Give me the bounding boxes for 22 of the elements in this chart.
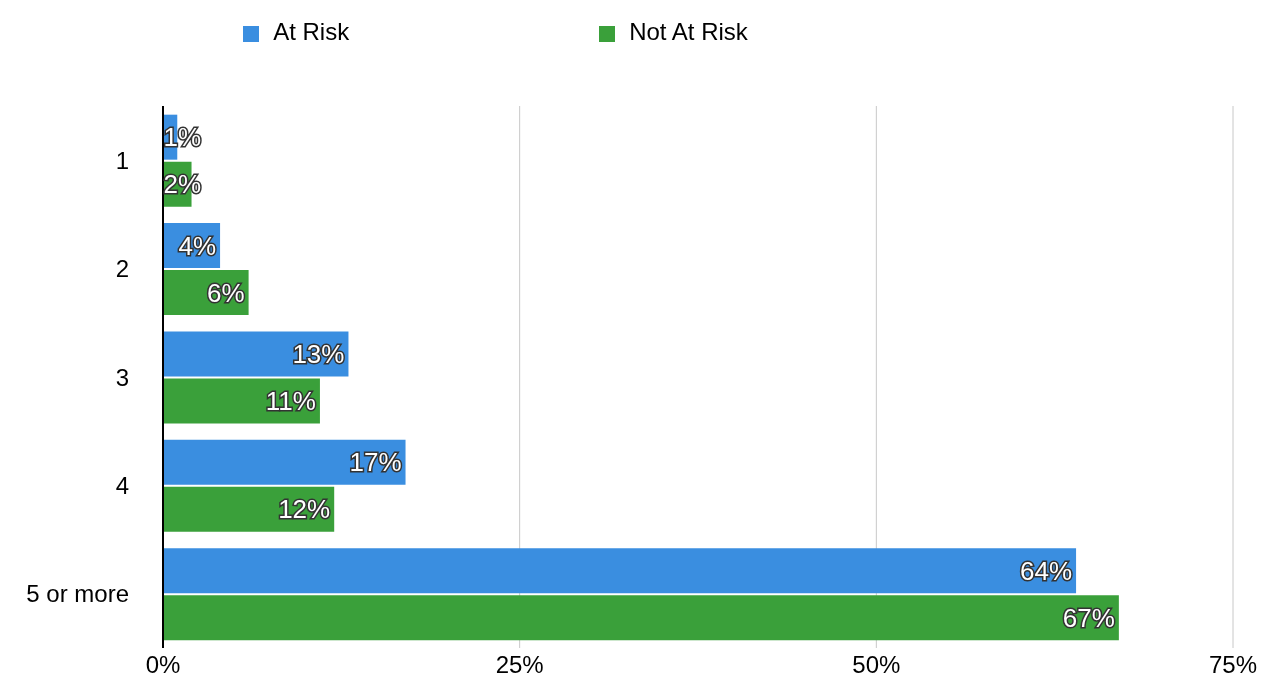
y-tick-label: 3 xyxy=(115,363,129,391)
bar xyxy=(163,548,1077,594)
y-tick-label: 2 xyxy=(115,255,129,283)
data-label: 6% xyxy=(207,277,245,308)
y-tick-label: 4 xyxy=(115,471,129,499)
legend-label: Not At Risk xyxy=(629,18,748,45)
data-label: 64% xyxy=(1020,555,1073,586)
data-label: 11% xyxy=(265,386,316,417)
bar xyxy=(163,439,406,485)
data-label: 17% xyxy=(349,447,402,478)
data-label: 67% xyxy=(1062,602,1115,633)
data-label: 12% xyxy=(278,494,331,525)
x-tick-label: 0% xyxy=(145,651,181,679)
y-tick-label: 5 or more xyxy=(26,580,129,608)
data-label: 13% xyxy=(292,339,345,370)
y-tick-label: 1 xyxy=(115,146,129,174)
x-tick-label: 75% xyxy=(1208,651,1258,679)
bar xyxy=(163,595,1119,641)
legend-label: At Risk xyxy=(273,18,350,45)
x-tick-label: 25% xyxy=(495,651,544,679)
x-tick-label: 50% xyxy=(852,651,901,679)
data-label: 4% xyxy=(178,230,217,261)
